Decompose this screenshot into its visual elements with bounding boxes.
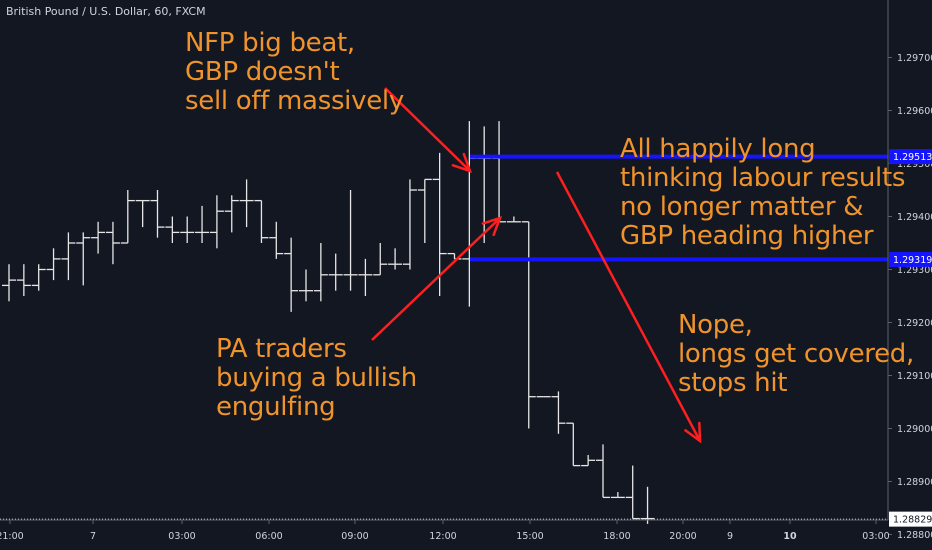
arrow-head	[684, 421, 702, 444]
ohlc-bar	[180, 216, 195, 243]
ohlc-bar	[506, 216, 521, 223]
last-price-text: 1.28829	[893, 515, 932, 526]
ohlc-bar	[610, 492, 625, 499]
ohlc-bar	[417, 178, 432, 243]
level-price-label: 1.29319	[889, 251, 932, 267]
ohlc-bar	[224, 195, 239, 233]
horizontal-levels	[0, 154, 888, 520]
ohlc-bar	[61, 232, 76, 281]
ohlc-bar	[2, 264, 16, 302]
ohlc-bar	[388, 248, 403, 270]
ohlc-bar	[239, 179, 254, 228]
time-tick-label: 03:00	[168, 531, 195, 542]
arrow-head	[481, 216, 503, 237]
ohlc-bar	[581, 455, 596, 467]
arrow-shaft	[555, 171, 702, 442]
annotation-arrow	[371, 216, 503, 341]
time-tick-label: 15:00	[516, 531, 543, 542]
ohlc-bar	[165, 216, 180, 243]
ohlc-bar	[269, 221, 284, 259]
ohlc-bar	[358, 258, 373, 296]
ohlc-bar	[135, 199, 150, 228]
price-tick-label: 1.29400	[897, 212, 932, 223]
ohlc-bar	[16, 264, 31, 296]
time-tick-label: 9	[727, 531, 733, 542]
ohlc-bar	[462, 121, 477, 307]
price-tick-label: 1.29000	[897, 424, 932, 435]
annotation-arrows	[371, 87, 702, 444]
time-tick-label: 21:00	[0, 531, 24, 542]
annotation-pa-traders: PA traders buying a bullish engulfing	[216, 334, 417, 422]
ohlc-bar	[432, 152, 447, 296]
ohlc-bar	[477, 126, 492, 243]
annotation-nfp: NFP big beat, GBP doesn't sell off massi…	[185, 28, 404, 116]
ohlc-bar	[299, 269, 313, 302]
time-tick-label: 12:00	[429, 531, 456, 542]
ohlc-bar	[254, 199, 269, 243]
time-tick-label: 09:00	[341, 531, 368, 542]
ohlc-bar	[402, 179, 417, 270]
ohlc-bars	[2, 121, 655, 524]
chart-symbol-title: British Pound / U.S. Dollar, 60, FXCM	[6, 5, 206, 18]
level-label-text: 1.29319	[893, 255, 932, 266]
ohlc-bar	[313, 243, 328, 302]
price-tick-label: 1.29600	[897, 106, 932, 117]
annotation-arrow	[384, 87, 473, 174]
last-price-label: 1.28829	[889, 511, 932, 527]
ohlc-bar	[284, 237, 299, 312]
ohlc-bar	[328, 253, 343, 291]
ohlc-bar	[596, 444, 610, 499]
ohlc-bar	[551, 391, 566, 434]
annotation-nope: Nope, longs get covered, stops hit	[678, 310, 914, 398]
price-tick-label: 1.29300	[897, 265, 932, 276]
ohlc-bar	[76, 232, 91, 286]
price-tick-label: 1.28800	[897, 530, 932, 541]
time-axis: 21:00 7 03:00 06:00 09:00 12:00 15:00 18:00 20:0…	[0, 519, 890, 542]
ohlc-bar	[373, 243, 388, 276]
ohlc-bar	[46, 248, 61, 281]
time-tick-label: 7	[90, 531, 96, 542]
ohlc-bar	[105, 221, 120, 265]
price-tick-label: 1.29100	[897, 371, 932, 382]
ohlc-bar	[195, 205, 210, 243]
time-tick-label: 03:00	[862, 531, 889, 542]
ohlc-bar	[31, 264, 46, 291]
price-tick-label: 1.29700	[897, 53, 932, 64]
arrow-shaft	[371, 217, 501, 341]
level-price-label: 1.29513	[889, 149, 932, 165]
ohlc-bar	[91, 221, 106, 254]
ohlc-bar	[209, 195, 224, 249]
arrow-shaft	[384, 87, 471, 172]
level-label-bg	[889, 149, 932, 165]
level-label-text: 1.29513	[893, 152, 932, 163]
ohlc-bar	[566, 422, 581, 467]
price-tick-label: 1.28900	[897, 477, 932, 488]
annotation-happily-long: All happily long thinking labour results…	[620, 134, 906, 251]
ohlc-bar	[625, 465, 640, 520]
price-axis: 1.29700 1.29600 1.29500 1.29400 1.29300 1.292…	[887, 0, 932, 541]
ohlc-bar	[150, 190, 165, 238]
ohlc-bar	[343, 190, 358, 291]
arrow-head	[451, 152, 473, 174]
time-tick-label: 10	[783, 531, 797, 542]
ohlc-bar	[640, 486, 655, 524]
time-tick-label: 06:00	[255, 531, 282, 542]
ohlc-bar	[120, 190, 135, 244]
time-tick-label: 18:00	[603, 531, 630, 542]
price-tick-label: 1.29200	[897, 318, 932, 329]
level-label-bg	[889, 251, 932, 267]
annotation-arrow	[555, 171, 702, 444]
ohlc-bar	[521, 221, 536, 429]
price-tick-label: 1.29500	[897, 159, 932, 170]
ohlc-bar	[492, 121, 507, 223]
time-tick-label: 20:00	[669, 531, 696, 542]
last-price-bg	[889, 511, 932, 527]
